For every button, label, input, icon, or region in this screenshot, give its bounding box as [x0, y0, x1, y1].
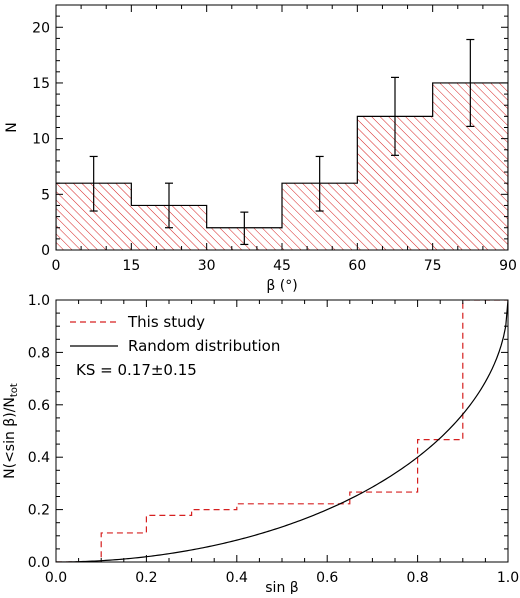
- legend-label-random-distribution: Random distribution: [128, 337, 280, 355]
- ks-annotation: KS = 0.17±0.15: [76, 361, 197, 379]
- legend-label-this-study: This study: [127, 313, 205, 331]
- x-tick-label: 0: [52, 258, 61, 274]
- x-tick-label: 45: [273, 258, 291, 274]
- y-tick-label: 0.0: [28, 555, 50, 571]
- histogram-error-bar: [466, 38, 475, 127]
- y-tick-label: 20: [32, 20, 50, 36]
- y-tick-label: 0.8: [28, 345, 50, 361]
- histogram-x-axis-title: β (°): [266, 278, 297, 294]
- histogram-error-bar: [315, 155, 324, 212]
- series-random-distribution: [56, 300, 508, 562]
- cumulative-y-axis-title: N(<sin β)/Ntot: [2, 383, 20, 479]
- histogram-error-bar: [165, 182, 173, 229]
- y-tick-label: 0.4: [28, 450, 50, 466]
- x-tick-label: 15: [122, 258, 140, 274]
- cumulative-y-axis-title-subscript: tot: [9, 383, 20, 397]
- histogram-bars: [56, 82, 508, 250]
- histogram-error-bar: [89, 155, 98, 212]
- x-tick-label: 60: [348, 258, 366, 274]
- x-tick-label: 0.8: [406, 570, 428, 586]
- histogram-y-axis-title: N: [4, 122, 20, 132]
- cumulative-y-axis-title-main: N(<sin β)/N: [2, 397, 18, 479]
- x-tick-label: 30: [198, 258, 216, 274]
- cumulative-panel: 0.0 0.2 0.4 0.6 0.8 1.0 0.0 0.2 0.4 0.6 0.8 1.0 sin…: [2, 293, 519, 596]
- x-tick-label: 0.6: [316, 570, 338, 586]
- y-tick-label: 1.0: [28, 293, 50, 309]
- y-tick-label: 15: [32, 76, 50, 92]
- legend: This study Random distribution KS = 0.17…: [70, 313, 280, 379]
- histogram-error-bars: [89, 38, 475, 246]
- histogram-outline: [56, 82, 508, 250]
- cumulative-ticks: 0.0 0.2 0.4 0.6 0.8 1.0 0.0 0.2 0.4 0.6 0.8 1.0: [28, 293, 519, 586]
- cumulative-frame: [55, 299, 509, 563]
- cumulative-lines: [56, 300, 508, 562]
- y-tick-label: 5: [41, 187, 50, 203]
- x-tick-label: 0.0: [45, 570, 67, 586]
- y-tick-label: 0: [41, 243, 50, 259]
- y-tick-label: 10: [32, 132, 50, 148]
- cumulative-x-axis-title: sin β: [265, 580, 298, 594]
- y-tick-label: 0.6: [28, 398, 50, 414]
- x-tick-label: 0.2: [135, 570, 157, 586]
- x-tick-label: 1.0: [497, 570, 519, 586]
- x-tick-label: 75: [424, 258, 442, 274]
- x-tick-label: 90: [499, 258, 517, 274]
- y-tick-label: 0.2: [28, 503, 50, 519]
- histogram-panel: 0 15 30 45 60 75 90 0 5 10 15 20 β (°) N: [4, 4, 517, 294]
- series-this-study: [56, 300, 508, 562]
- histogram-ticks: 0 15 30 45 60 75 90 0 5 10 15 20: [32, 5, 517, 274]
- x-tick-label: 0.4: [226, 570, 248, 586]
- histogram-error-bar: [391, 76, 399, 156]
- histogram-error-bar: [240, 211, 249, 246]
